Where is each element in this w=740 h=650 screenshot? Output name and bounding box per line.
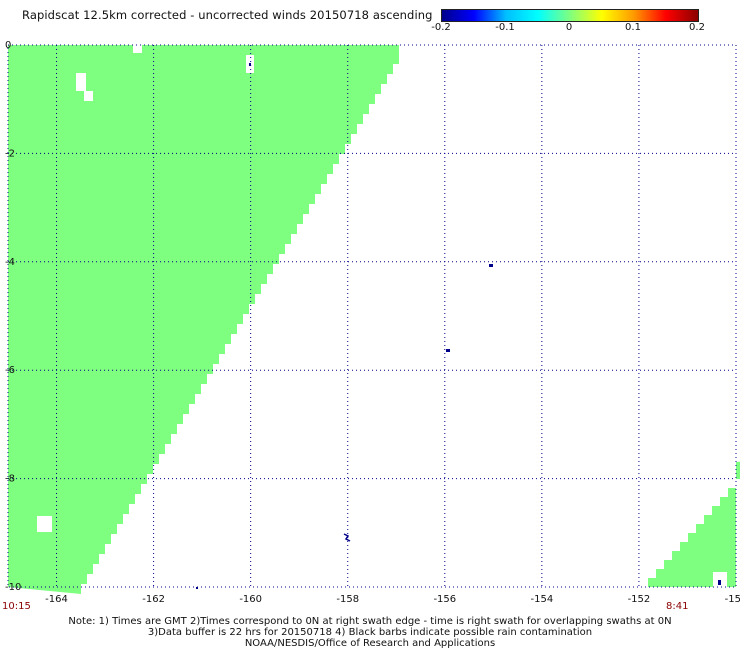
- tick-layer: -164 -162 -160 -158 -156 -154 -152 -150 0 -2 -4 -6 -…: [5, 40, 740, 605]
- swath-right: [648, 461, 740, 587]
- barb-mark: [343, 533, 351, 542]
- lat-tick-label: -2: [5, 148, 15, 159]
- barb-mark: [249, 63, 251, 66]
- swath-gap: [133, 45, 142, 53]
- lat-tick-label: -4: [5, 257, 15, 268]
- lon-tick-label: -150: [725, 594, 740, 605]
- lat-tick-label: -10: [5, 582, 21, 593]
- note-line-1: Note: 1) Times are GMT 2)Times correspon…: [68, 616, 672, 627]
- lat-tick-label: -8: [5, 474, 15, 485]
- barb-mark: [196, 587, 198, 589]
- lon-tick-label: -154: [531, 594, 554, 605]
- map-border: [7, 44, 737, 588]
- colorbar-label-max: 0.2: [689, 22, 705, 33]
- note-line-2: 3)Data buffer is 22 hrs for 20150718 4) …: [147, 627, 593, 638]
- lon-tick-label: -152: [628, 594, 651, 605]
- swath-left: [8, 45, 399, 594]
- note-line-3: NOAA/NESDIS/Office of Research and Appli…: [244, 638, 496, 649]
- lat-tick-label: 0: [5, 40, 11, 51]
- lon-tick-label: -156: [433, 594, 456, 605]
- colorbar-label-pos: 0.1: [625, 22, 641, 33]
- colorbar-label-zero: 0: [565, 22, 573, 33]
- time-left: 10:15: [2, 601, 31, 612]
- grid-layer: [7, 44, 737, 588]
- colorbar-label-min: -0.2: [431, 22, 451, 33]
- lon-tick-label: -162: [142, 594, 165, 605]
- time-right: 8:41: [666, 601, 689, 612]
- wind-barbs: [196, 63, 721, 589]
- swath-gap: [76, 73, 86, 91]
- swath-layer: [8, 45, 740, 594]
- swath-gap: [37, 516, 52, 532]
- swath-gap: [84, 91, 93, 101]
- lon-tick-label: -158: [336, 594, 359, 605]
- map-title: Rapidscat 12.5km corrected - uncorrected…: [22, 8, 433, 22]
- lat-tick-label: -6: [5, 365, 15, 376]
- barb-mark: [489, 264, 493, 267]
- lon-tick-label: -164: [45, 594, 68, 605]
- swath-gap: [713, 572, 727, 587]
- lon-tick-label: -160: [239, 594, 262, 605]
- barb-mark: [446, 349, 450, 352]
- barb-mark: [718, 580, 721, 585]
- colorbar: [441, 9, 699, 22]
- colorbar-label-neg: -0.1: [495, 22, 515, 33]
